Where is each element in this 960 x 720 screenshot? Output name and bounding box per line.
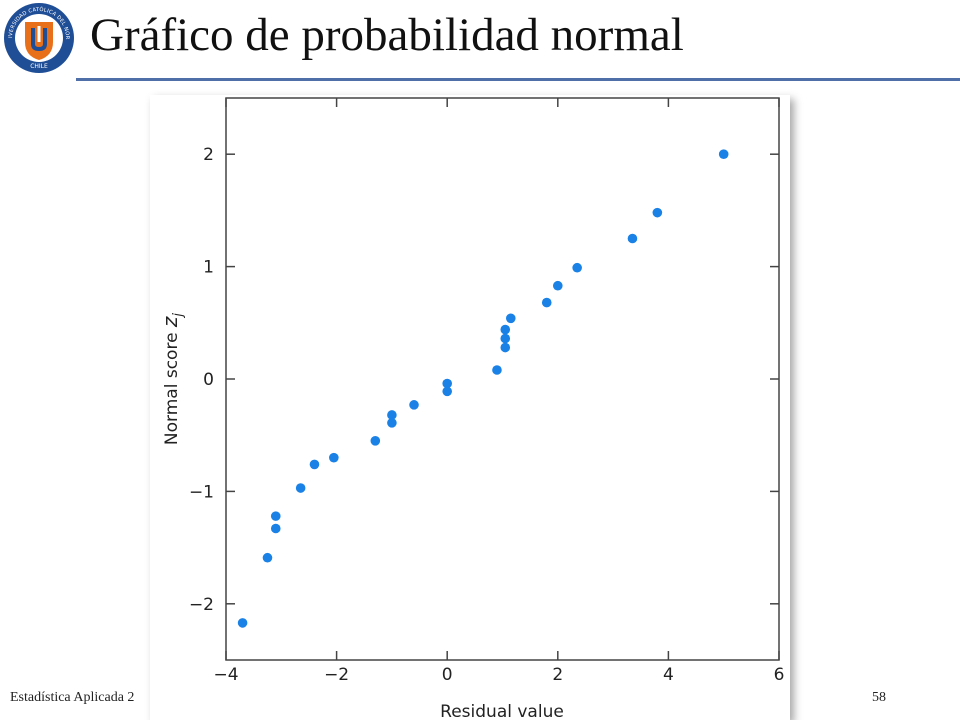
x-tick-label: −2 — [324, 665, 349, 685]
y-tick-label: −1 — [189, 482, 214, 502]
data-point — [505, 313, 516, 324]
data-point — [387, 418, 397, 428]
data-point — [442, 386, 453, 397]
plot-frame — [225, 97, 780, 661]
data-point — [627, 233, 638, 244]
x-axis-label: Residual value — [440, 702, 564, 720]
data-point — [270, 523, 281, 534]
data-point — [500, 324, 511, 335]
data-point — [409, 400, 419, 410]
slide-title: Gráfico de probabilidad normal — [90, 9, 684, 61]
y-axis-label-sub: j — [171, 313, 186, 319]
data-point — [237, 618, 248, 628]
x-tick-label: 4 — [663, 665, 674, 685]
data-point — [500, 342, 511, 353]
x-tick-label: 6 — [774, 665, 785, 685]
data-point — [492, 365, 502, 375]
data-point — [572, 262, 582, 273]
university-logo: UNIVERSIDAD CATÓLICA DEL NORTE CHILE — [3, 2, 74, 73]
data-point — [329, 452, 339, 463]
y-tick-label: 2 — [203, 145, 214, 165]
data-point — [387, 410, 397, 420]
logo-country-text: CHILE — [30, 63, 48, 70]
data-point — [541, 297, 552, 308]
data-point — [553, 280, 563, 291]
data-point — [370, 436, 381, 446]
data-point — [718, 149, 729, 159]
data-point — [442, 378, 453, 389]
chart-figure: −4 −2 0 2 4 6 −2 −1 0 1 2 Residual value Normal sc… — [150, 95, 790, 720]
data-point — [500, 333, 511, 344]
normal-probability-plot: −4 −2 0 2 4 6 −2 −1 0 1 2 Residual value Normal sc… — [158, 97, 785, 720]
y-axis-label-var: z — [158, 316, 182, 328]
data-point — [270, 511, 281, 521]
data-point — [309, 459, 320, 470]
footer-course: Estadística Aplicada 2 — [10, 690, 135, 705]
data-point — [652, 207, 663, 218]
y-axis-label-main: Normal score — [162, 327, 182, 445]
y-axis-label: Normal score zj — [158, 313, 186, 446]
footer-page-number: 58 — [872, 690, 886, 705]
data-point — [295, 483, 306, 493]
y-tick-label: −2 — [189, 595, 214, 615]
x-tick-label: −4 — [213, 665, 238, 685]
data-point — [262, 552, 273, 563]
y-tick-label: 1 — [203, 258, 214, 278]
title-divider — [76, 78, 960, 81]
x-tick-label: 0 — [442, 665, 453, 685]
x-tick-label: 2 — [552, 665, 563, 685]
y-tick-label: 0 — [203, 370, 214, 390]
